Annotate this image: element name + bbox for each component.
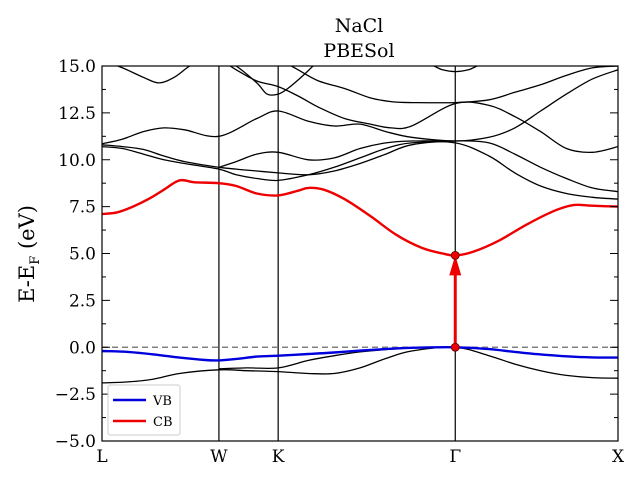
- y-tick-label-4: 5.0: [69, 245, 96, 265]
- y-tick-label-6: 10.0: [58, 151, 96, 171]
- series-line-cb: [102, 178, 618, 257]
- chart-title: NaCl PBESol: [323, 15, 394, 62]
- x-tick-label-4: X: [612, 447, 625, 467]
- axes: −5.0 −2.5 0.0 2.5 5.0 7.5 10.0 12.5 15.0 L W K Γ X: [55, 57, 625, 467]
- y-axis-label-subscript: F: [28, 256, 43, 265]
- band-line-6: [102, 69, 618, 145]
- band-line-4: [102, 141, 618, 200]
- band-line-7: [218, 140, 456, 168]
- band-line-10: [228, 66, 618, 154]
- band-line-12: [432, 66, 479, 73]
- y-tick-label-0: −5.0: [55, 432, 96, 452]
- y-tick-label-2: 0.0: [69, 338, 96, 358]
- legend-box: [107, 384, 181, 436]
- legend: VB CB: [107, 384, 181, 436]
- band-line-9: [235, 66, 314, 96]
- x-tick-label-0: L: [96, 447, 107, 467]
- band-line-2: [102, 346, 618, 384]
- chart-title-line-2: PBESol: [323, 40, 394, 62]
- y-tick-label-5: 7.5: [69, 198, 96, 218]
- x-tick-label-3: Γ: [449, 447, 461, 467]
- band-gap-arrow-head: [449, 255, 462, 276]
- y-tick-label-8: 15.0: [58, 57, 96, 77]
- x-tick-label-2: K: [272, 447, 285, 467]
- band-line-11: [290, 66, 618, 104]
- band-line-3: [218, 346, 456, 370]
- series-line-vb: [102, 346, 618, 362]
- chart-title-line-1: NaCl: [335, 15, 384, 37]
- y-tick-label-3: 2.5: [69, 291, 96, 311]
- y-axis-label-main: E-E: [15, 265, 39, 303]
- plot-area: [102, 66, 618, 441]
- legend-label-cb: CB: [153, 415, 173, 430]
- vbm-marker: [450, 342, 460, 352]
- y-axis-label: E-EF (eV): [15, 205, 43, 303]
- band-line-5: [102, 140, 618, 193]
- plot-inner: [102, 66, 618, 441]
- y-tick-label-7: 12.5: [58, 104, 96, 124]
- cbm-marker: [450, 250, 460, 260]
- band-line-8: [115, 66, 191, 84]
- y-axis-label-unit: (eV): [15, 205, 39, 256]
- legend-label-vb: VB: [152, 394, 172, 409]
- x-tick-label-1: W: [210, 447, 228, 467]
- y-tick-label-1: −2.5: [55, 385, 96, 405]
